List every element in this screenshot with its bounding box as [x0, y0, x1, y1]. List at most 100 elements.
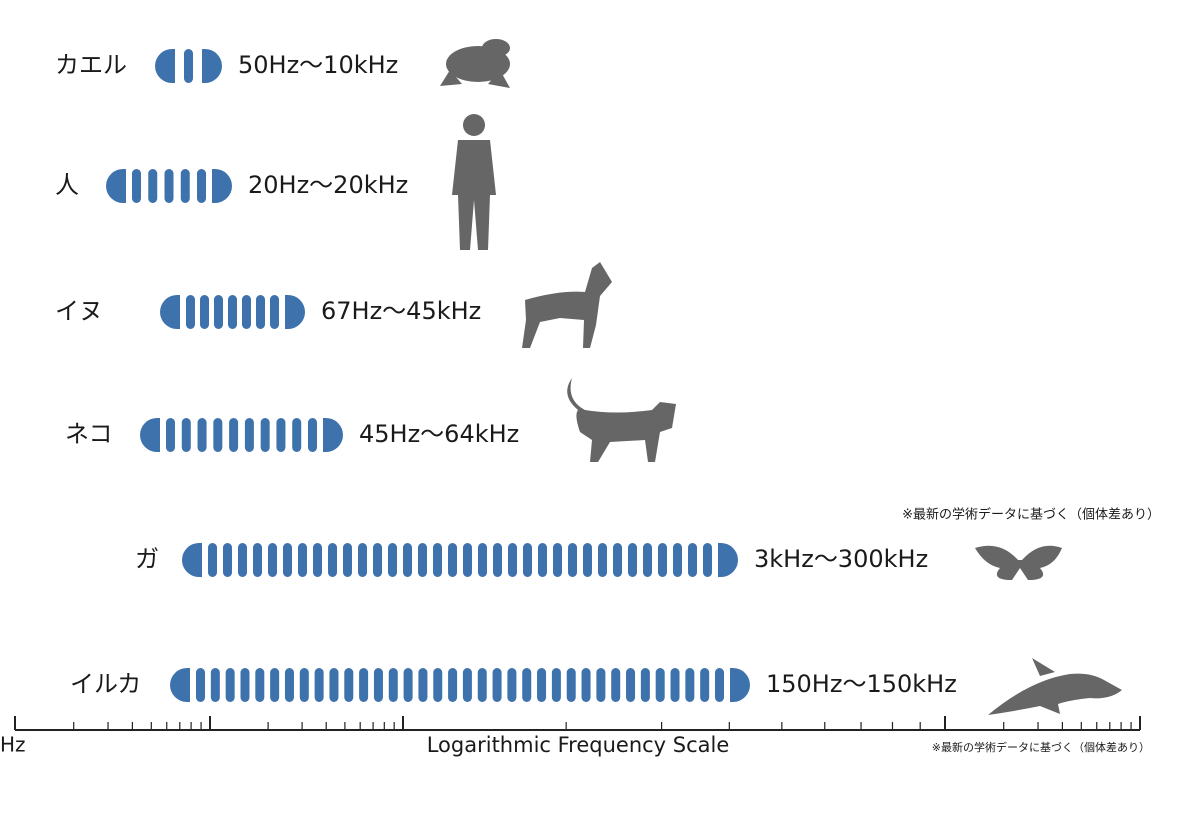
- bar-segment: [223, 543, 232, 577]
- bar-cap: [323, 418, 343, 452]
- bar-segment: [583, 543, 592, 577]
- bar-segment: [670, 668, 680, 702]
- bar-segment: [228, 295, 237, 329]
- bar-segment: [292, 418, 302, 452]
- bar-segment: [308, 418, 317, 452]
- bar-segment: [508, 543, 517, 577]
- bar-segment: [685, 668, 695, 702]
- animal-label: 人: [55, 171, 79, 199]
- bar-cap: [170, 668, 190, 702]
- range-label: 20Hz～20kHz: [248, 171, 408, 199]
- bar-segment: [613, 543, 622, 577]
- bar-segment: [268, 543, 277, 577]
- bar-cap: [182, 543, 202, 577]
- bar-segment: [373, 668, 383, 702]
- bar-segment: [200, 295, 209, 329]
- row: イルカ 150Hz～150kHz: [70, 668, 957, 702]
- bar-segment: [181, 418, 191, 452]
- range-bar: [140, 418, 343, 452]
- row: ネコ 45Hz～64kHz: [65, 418, 519, 452]
- bar-segment: [700, 668, 710, 702]
- bar-segment: [329, 668, 339, 702]
- range-bar: [170, 668, 750, 702]
- bar-segment: [673, 543, 682, 577]
- bar-segment: [358, 543, 367, 577]
- bar-segment: [256, 295, 265, 329]
- bar-segment: [229, 418, 239, 452]
- bar-segment: [180, 169, 190, 203]
- animal-label: イルカ: [70, 670, 141, 698]
- bar-cap: [202, 49, 222, 83]
- bar-segment: [373, 543, 382, 577]
- range-label: 67Hz～45kHz: [321, 297, 481, 325]
- bar-segment: [225, 668, 235, 702]
- row: 人 20Hz～20kHz: [55, 169, 408, 203]
- bar-segment: [537, 668, 547, 702]
- bar-segment: [433, 668, 443, 702]
- bar-segment: [298, 543, 307, 577]
- bar-segment: [628, 543, 637, 577]
- bar-segment: [596, 668, 606, 702]
- bar-segment: [388, 543, 397, 577]
- bar-segment: [688, 543, 697, 577]
- moth-icon: [975, 545, 1062, 580]
- bar-segment: [359, 668, 369, 702]
- bar-segment: [238, 543, 247, 577]
- bar-segment: [184, 49, 193, 83]
- bar-segment: [581, 668, 591, 702]
- bar-segment: [240, 668, 250, 702]
- bar-segment: [253, 543, 262, 577]
- animal-label: ガ: [135, 545, 159, 573]
- bar-segment: [478, 543, 487, 577]
- row: ガ 3kHz～300kHz: [135, 543, 928, 577]
- bar-cap: [106, 169, 126, 203]
- dog-icon: [522, 262, 612, 348]
- bar-segment: [186, 295, 195, 329]
- bar-segment: [314, 668, 324, 702]
- row: イヌ 67Hz～45kHz: [55, 295, 481, 329]
- bar-segment: [210, 668, 220, 702]
- bar-segment: [403, 668, 413, 702]
- bar-segment: [242, 295, 251, 329]
- bar-segment: [598, 543, 607, 577]
- bar-segment: [538, 543, 547, 577]
- range-label: 3kHz～300kHz: [754, 545, 928, 573]
- cat-icon: [567, 378, 676, 462]
- bar-segment: [418, 543, 427, 577]
- bar-segment: [640, 668, 650, 702]
- bar-cap: [285, 295, 305, 329]
- row: カエル 50Hz～10kHz: [55, 49, 398, 83]
- bar-segment: [388, 668, 398, 702]
- range-label: 150Hz～150kHz: [766, 670, 957, 698]
- bar-segment: [197, 169, 206, 203]
- bar-segment: [448, 543, 457, 577]
- axis-title: Logarithmic Frequency Scale: [427, 733, 730, 757]
- bar-segment: [255, 668, 265, 702]
- axis: [14, 716, 1141, 731]
- bar-segment: [344, 668, 354, 702]
- range-bar: [160, 295, 305, 329]
- bar-cap: [730, 668, 750, 702]
- frog-icon: [440, 39, 510, 88]
- bar-segment: [276, 418, 286, 452]
- bar-segment: [433, 543, 442, 577]
- bar-segment: [703, 543, 712, 577]
- axis-note: ※最新の学術データに基づく（個体差あり）: [932, 740, 1150, 754]
- bar-segment: [522, 668, 532, 702]
- range-label: 45Hz～64kHz: [359, 420, 519, 448]
- bar-segment: [448, 668, 458, 702]
- bar-segment: [492, 668, 502, 702]
- bar-segment: [214, 295, 223, 329]
- bar-segment: [493, 543, 502, 577]
- dolphin-icon: [988, 658, 1122, 715]
- bar-segment: [328, 543, 337, 577]
- bar-cap: [212, 169, 232, 203]
- bar-segment: [643, 543, 652, 577]
- bar-segment: [477, 668, 487, 702]
- top-note: ※最新の学術データに基づく（個体差あり）: [902, 507, 1160, 523]
- bar-segment: [655, 668, 665, 702]
- bar-segment: [626, 668, 636, 702]
- bar-segment: [284, 668, 294, 702]
- range-label: 50Hz～10kHz: [238, 51, 398, 79]
